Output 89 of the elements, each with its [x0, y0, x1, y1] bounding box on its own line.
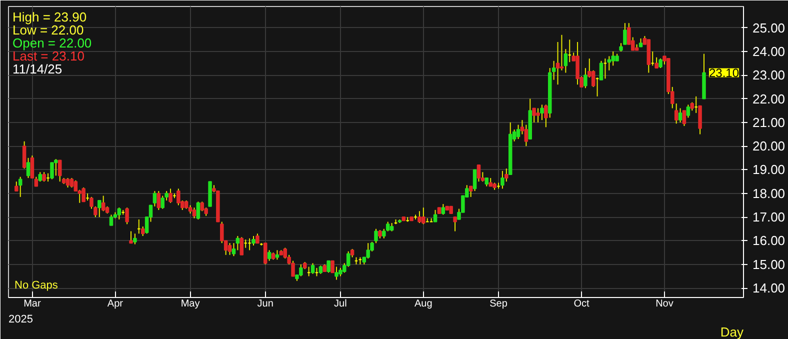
candlestick	[418, 210, 422, 224]
candlestick	[129, 230, 133, 244]
y-tick-label: 17.00	[752, 210, 786, 225]
candlestick	[168, 188, 172, 204]
candlestick	[275, 250, 280, 260]
candlestick	[326, 260, 330, 274]
x-tick-label: Jul	[334, 298, 347, 310]
candlestick	[54, 158, 58, 176]
candlestick	[228, 242, 232, 256]
candlestick	[267, 250, 272, 262]
candlestick	[236, 235, 240, 251]
y-tick-label: 23.00	[752, 68, 786, 83]
annotation: 11/14/25	[12, 62, 62, 76]
candlestick	[453, 216, 457, 232]
candlestick	[299, 264, 303, 277]
text: Day	[720, 324, 744, 339]
candlestick	[560, 34, 564, 71]
y-tick-label: 14.00	[752, 280, 786, 296]
candlestick	[374, 228, 378, 244]
x-tick-label: Aug	[414, 298, 432, 310]
candlestick	[192, 207, 196, 219]
y-tick-label: 24.00	[752, 44, 786, 59]
candlestick	[422, 207, 426, 225]
candlestick	[109, 214, 114, 226]
y-tick-label: 21.00	[752, 114, 786, 130]
candlestick	[58, 160, 62, 182]
candlestick	[125, 207, 129, 225]
candlestick	[38, 172, 42, 182]
candlestick	[536, 108, 540, 123]
candlestick	[196, 201, 200, 220]
y-tick-label: 22.00	[752, 91, 786, 106]
candlestick	[366, 242, 370, 259]
candlestick	[200, 201, 204, 212]
candlestick	[240, 236, 244, 256]
candlestick	[334, 266, 338, 280]
candlestick	[441, 204, 446, 216]
candlestick	[524, 124, 528, 147]
candlestick	[476, 164, 481, 182]
candlestick	[516, 124, 520, 140]
candlestick	[50, 162, 54, 180]
candlestick	[576, 41, 580, 86]
x-tick-label: Apr	[107, 298, 124, 310]
candlestick	[330, 260, 334, 274]
candlestick	[658, 58, 662, 69]
annotation: Last = 23.10	[12, 48, 84, 64]
candlestick	[70, 178, 74, 188]
candlestick	[18, 176, 22, 198]
y-tick-label: 15.00	[752, 256, 786, 272]
candlestick	[468, 186, 473, 198]
candlestick	[433, 209, 438, 222]
x-tick-label: May	[180, 298, 200, 310]
candlestick	[160, 195, 164, 210]
candlestick	[310, 262, 315, 274]
candlestick	[66, 178, 70, 188]
x-tick-label: Sep	[490, 298, 508, 310]
candlestick	[540, 104, 544, 121]
text: 2025	[8, 314, 33, 326]
y-tick-label: 16.00	[752, 233, 786, 248]
text: 23.10	[708, 66, 740, 80]
y-tick-label: 19.00	[752, 162, 786, 178]
x-tick-label: Nov	[656, 298, 674, 310]
candlestick	[22, 140, 26, 170]
candlestick	[176, 188, 180, 206]
x-tick-label: Oct	[574, 298, 590, 310]
candlestick	[607, 56, 612, 71]
y-tick-label: 18.00	[752, 186, 786, 201]
candlestick	[117, 207, 122, 220]
candlestick	[500, 170, 504, 190]
candlestick	[472, 169, 477, 192]
candlestick	[42, 172, 46, 182]
candlestick	[133, 233, 137, 245]
x-tick-label: Mar	[24, 298, 42, 310]
candlestick	[256, 233, 260, 244]
candlestick	[686, 104, 690, 118]
candlestick	[156, 190, 161, 210]
annotation: No Gaps	[14, 280, 58, 292]
candlestick	[82, 186, 86, 202]
candlestick	[678, 108, 682, 123]
candlestick	[611, 50, 615, 66]
candlestick	[30, 155, 34, 179]
candlestick	[252, 235, 256, 246]
annotation: High = 23.90	[12, 10, 87, 24]
candlestick	[263, 242, 268, 265]
annotation: Open = 22.00	[12, 36, 92, 50]
x-tick-label: Jun	[257, 298, 274, 310]
candlestick	[674, 103, 678, 124]
y-tick-label: 25.00	[752, 20, 786, 36]
y-tick-label: 20.00	[752, 138, 786, 154]
candlestick	[98, 200, 102, 218]
